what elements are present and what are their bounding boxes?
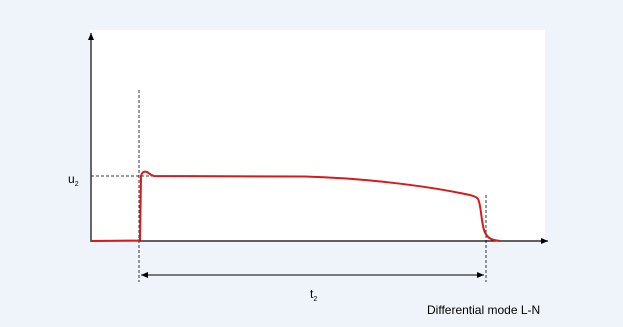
pulse-waveform xyxy=(90,170,501,242)
duration-label: t2 xyxy=(310,287,317,303)
amplitude-label: u2 xyxy=(68,172,79,188)
mode-caption: Differential mode L-N xyxy=(427,303,541,317)
plot-area xyxy=(90,30,545,242)
